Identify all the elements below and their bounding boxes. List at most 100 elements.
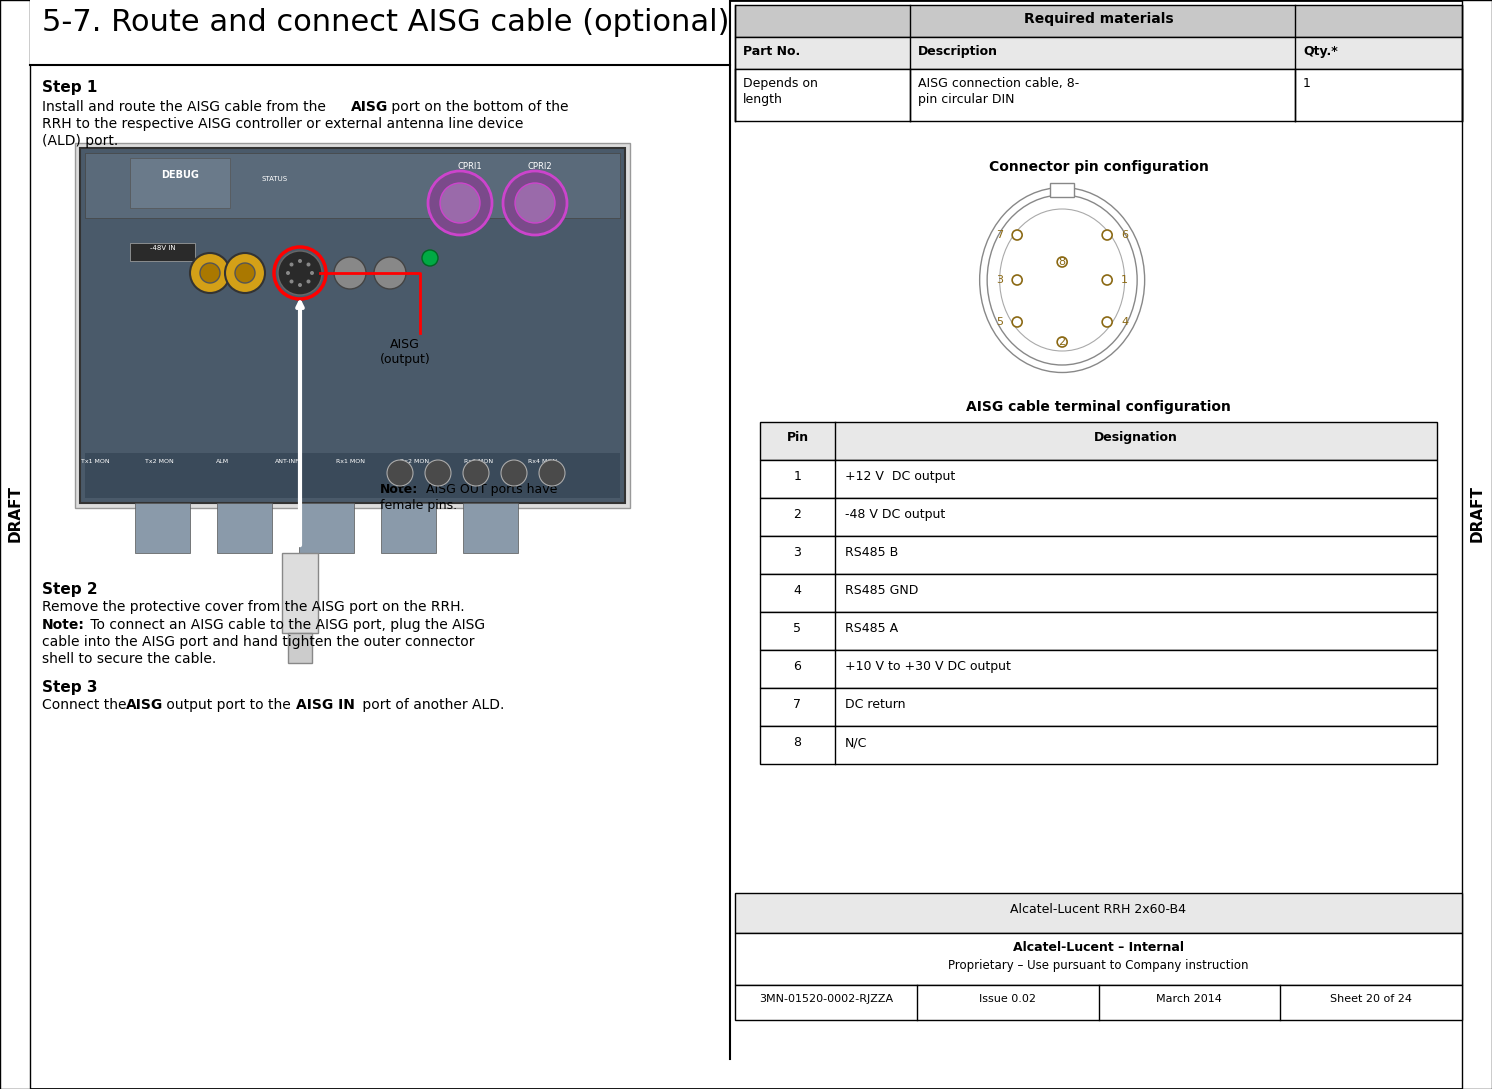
Text: +10 V to +30 V DC output: +10 V to +30 V DC output bbox=[844, 660, 1012, 673]
Text: Required materials: Required materials bbox=[1024, 12, 1173, 26]
Text: 5-7. Route and connect AISG cable (optional): 5-7. Route and connect AISG cable (optio… bbox=[42, 8, 730, 37]
Text: 6: 6 bbox=[794, 660, 801, 673]
Text: STATUS: STATUS bbox=[263, 176, 288, 182]
Circle shape bbox=[310, 271, 313, 276]
Text: Qty.*: Qty.* bbox=[1303, 45, 1338, 58]
Text: Tx1 MON: Tx1 MON bbox=[81, 458, 109, 464]
Circle shape bbox=[374, 257, 406, 289]
Text: 3: 3 bbox=[794, 546, 801, 559]
Text: DEBUG: DEBUG bbox=[161, 170, 198, 180]
Bar bbox=[736, 984, 1462, 1020]
Text: Pin: Pin bbox=[786, 431, 809, 444]
Bar bbox=[736, 37, 1462, 69]
Ellipse shape bbox=[980, 187, 1144, 372]
Circle shape bbox=[422, 250, 439, 266]
Text: shell to secure the cable.: shell to secure the cable. bbox=[42, 652, 216, 666]
Text: RS485 B: RS485 B bbox=[844, 546, 898, 559]
Circle shape bbox=[503, 171, 567, 235]
Circle shape bbox=[225, 253, 266, 293]
Text: Rx3 MON: Rx3 MON bbox=[464, 458, 494, 464]
Text: 5: 5 bbox=[997, 317, 1003, 327]
Text: output port to the: output port to the bbox=[163, 698, 295, 712]
Text: port on the bottom of the: port on the bottom of the bbox=[386, 100, 568, 114]
Bar bbox=[759, 612, 1437, 650]
Text: Issue 0.02: Issue 0.02 bbox=[979, 994, 1035, 1004]
Circle shape bbox=[306, 262, 310, 267]
Circle shape bbox=[236, 264, 255, 283]
Circle shape bbox=[189, 253, 230, 293]
Text: AISG IN: AISG IN bbox=[295, 698, 355, 712]
Bar bbox=[134, 503, 189, 553]
Bar bbox=[130, 243, 195, 261]
Text: Sheet 20 of 24: Sheet 20 of 24 bbox=[1331, 994, 1411, 1004]
Circle shape bbox=[1103, 276, 1112, 285]
Text: RS485 GND: RS485 GND bbox=[844, 584, 919, 597]
Text: Alcatel-Lucent – Internal: Alcatel-Lucent – Internal bbox=[1013, 941, 1185, 954]
Text: DC return: DC return bbox=[844, 698, 906, 711]
Circle shape bbox=[1012, 317, 1022, 327]
Circle shape bbox=[298, 283, 301, 287]
Text: March 2014: March 2014 bbox=[1156, 994, 1222, 1004]
Circle shape bbox=[1012, 230, 1022, 240]
Text: -48V IN: -48V IN bbox=[151, 245, 176, 250]
Circle shape bbox=[515, 183, 555, 223]
Text: 8: 8 bbox=[794, 736, 801, 749]
Text: cable into the AISG port and hand tighten the outer connector: cable into the AISG port and hand tighte… bbox=[42, 635, 474, 649]
Text: 6: 6 bbox=[1120, 230, 1128, 240]
Text: pin circular DIN: pin circular DIN bbox=[918, 93, 1015, 106]
Circle shape bbox=[286, 271, 289, 276]
Text: RRH to the respective AISG controller or external antenna line device: RRH to the respective AISG controller or… bbox=[42, 117, 524, 131]
Text: DRAFT: DRAFT bbox=[1470, 486, 1485, 542]
Circle shape bbox=[440, 183, 480, 223]
Bar bbox=[298, 503, 354, 553]
Text: Step 1: Step 1 bbox=[42, 79, 97, 95]
Text: 3MN-01520-0002-RJZZA: 3MN-01520-0002-RJZZA bbox=[759, 994, 892, 1004]
Text: Part No.: Part No. bbox=[743, 45, 800, 58]
Circle shape bbox=[428, 171, 492, 235]
Text: 7: 7 bbox=[997, 230, 1003, 240]
Text: female pins.: female pins. bbox=[380, 499, 457, 512]
Text: CPRI1: CPRI1 bbox=[458, 162, 482, 171]
Bar bbox=[85, 152, 621, 218]
Bar bbox=[1462, 0, 1492, 1089]
Text: Note:: Note: bbox=[42, 617, 85, 632]
Text: Rx1 MON: Rx1 MON bbox=[337, 458, 366, 464]
Text: Note:: Note: bbox=[380, 484, 418, 495]
Text: Rx2 MON: Rx2 MON bbox=[400, 458, 430, 464]
Bar bbox=[85, 453, 621, 498]
Bar bbox=[736, 69, 1462, 121]
Text: 4: 4 bbox=[1120, 317, 1128, 327]
Circle shape bbox=[501, 460, 527, 486]
Bar bbox=[130, 158, 230, 208]
Bar bbox=[1050, 183, 1074, 197]
Ellipse shape bbox=[988, 195, 1137, 365]
Circle shape bbox=[463, 460, 489, 486]
Text: Connector pin configuration: Connector pin configuration bbox=[989, 160, 1209, 174]
Bar bbox=[380, 503, 436, 553]
Bar bbox=[81, 148, 625, 503]
Bar bbox=[463, 503, 518, 553]
Text: AISG cable terminal configuration: AISG cable terminal configuration bbox=[965, 400, 1231, 414]
Text: 4: 4 bbox=[794, 584, 801, 597]
Text: AISG: AISG bbox=[351, 100, 388, 114]
Text: Description: Description bbox=[918, 45, 998, 58]
Text: length: length bbox=[743, 93, 783, 106]
Bar bbox=[759, 688, 1437, 726]
Circle shape bbox=[1058, 257, 1067, 267]
Circle shape bbox=[1103, 230, 1112, 240]
Text: 1: 1 bbox=[1303, 77, 1311, 90]
Bar bbox=[759, 423, 1437, 460]
Text: port of another ALD.: port of another ALD. bbox=[358, 698, 504, 712]
Text: +12 V  DC output: +12 V DC output bbox=[844, 470, 955, 484]
Text: Alcatel-Lucent RRH 2x60-B4: Alcatel-Lucent RRH 2x60-B4 bbox=[1010, 903, 1186, 916]
Circle shape bbox=[278, 250, 322, 295]
Circle shape bbox=[334, 257, 366, 289]
Text: DRAFT: DRAFT bbox=[7, 486, 22, 542]
Circle shape bbox=[283, 257, 316, 289]
Text: Proprietary – Use pursuant to Company instruction: Proprietary – Use pursuant to Company in… bbox=[949, 959, 1249, 972]
Bar bbox=[759, 536, 1437, 574]
Text: Step 3: Step 3 bbox=[42, 680, 97, 695]
Text: AISG OUT ports have: AISG OUT ports have bbox=[422, 484, 558, 495]
Text: RS485 A: RS485 A bbox=[844, 622, 898, 635]
Bar bbox=[0, 0, 30, 1089]
